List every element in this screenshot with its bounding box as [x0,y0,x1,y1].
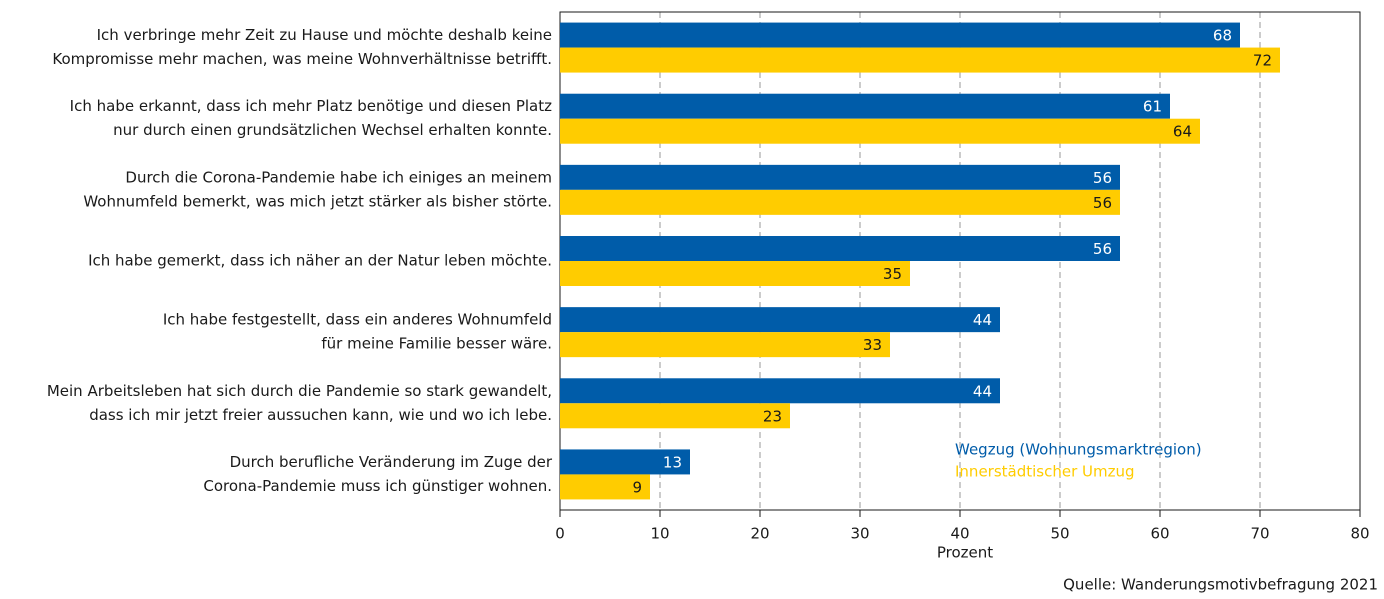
value-label: 72 [1253,52,1272,70]
x-tick-label: 50 [1050,525,1069,543]
category-label: nur durch einen grundsätzlichen Wechsel … [113,121,552,139]
x-tick-label: 20 [750,525,769,543]
value-label: 68 [1213,27,1232,45]
x-axis-label: Prozent [937,544,993,562]
bar [560,164,1120,190]
x-tick-label: 0 [555,525,565,543]
value-label: 44 [973,311,992,329]
category-label: Durch berufliche Veränderung im Zuge der [230,453,553,471]
x-tick-label: 30 [850,525,869,543]
value-label: 56 [1093,194,1112,212]
x-tick-label: 10 [650,525,669,543]
bar [560,474,650,500]
bar [560,118,1200,144]
bar [560,332,890,358]
bar [560,47,1280,73]
legend-entry: Innerstädtischer Umzug [955,463,1135,481]
category-label: Durch die Corona-Pandemie habe ich einig… [125,168,552,186]
value-label: 35 [883,265,902,283]
bar [560,189,1120,215]
category-label: Ich verbringe mehr Zeit zu Hause und möc… [97,26,552,44]
bar [560,22,1240,48]
value-label: 13 [663,453,682,471]
bar [560,307,1000,333]
bar [560,378,1000,404]
category-label: Ich habe erkannt, dass ich mehr Platz be… [70,97,552,115]
category-label: für meine Familie besser wäre. [321,335,552,353]
bar [560,261,910,286]
value-label: 56 [1093,169,1112,187]
bar [560,449,690,475]
value-label: 33 [863,336,882,354]
category-label: Ich habe festgestellt, dass ein anderes … [163,311,552,329]
category-label: Mein Arbeitsleben hat sich durch die Pan… [47,382,552,400]
category-label: dass ich mir jetzt freier aussuchen kann… [89,406,552,424]
bar [560,403,790,429]
x-tick-label: 80 [1350,525,1369,543]
value-label: 23 [763,407,782,425]
x-tick-label: 60 [1150,525,1169,543]
legend-entry: Wegzug (Wohnungsmarktregion) [955,441,1202,459]
x-tick-label: 70 [1250,525,1269,543]
bar [560,93,1170,119]
value-label: 61 [1143,98,1162,116]
category-label: Corona-Pandemie muss ich günstiger wohne… [203,477,552,495]
x-tick-label: 40 [950,525,969,543]
value-label: 44 [973,382,992,400]
category-label: Kompromisse mehr machen, was meine Wohnv… [52,50,552,68]
value-label: 56 [1093,240,1112,258]
category-label: Wohnumfeld bemerkt, was mich jetzt stärk… [83,192,552,210]
bar [560,236,1120,261]
source: Quelle: Wanderungsmotivbefragung 2021 [1063,576,1378,594]
category-label: Ich habe gemerkt, dass ich näher an der … [88,252,552,270]
value-label: 64 [1173,123,1192,141]
value-label: 9 [632,478,642,496]
